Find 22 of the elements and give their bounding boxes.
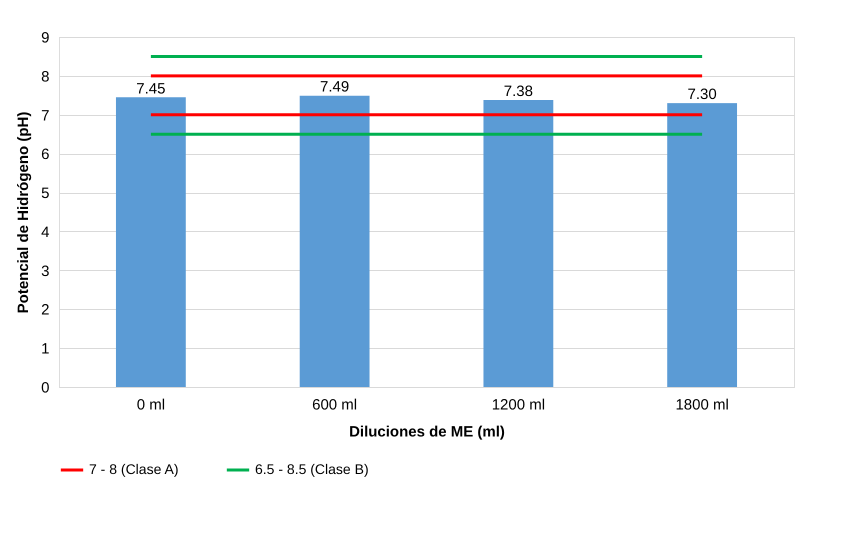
y-tick-label: 3: [41, 262, 50, 280]
y-tick-label: 9: [41, 30, 50, 46]
data-label: 7.49: [320, 78, 350, 96]
x-tick-label: 600 ml: [312, 396, 358, 414]
legend-label: 7 - 8 (Clase A): [89, 461, 178, 477]
legend-label: 6.5 - 8.5 (Clase B): [255, 461, 369, 477]
x-tick-label: 1800 ml: [675, 396, 729, 414]
y-tick-label: 5: [41, 185, 50, 202]
data-label: 7.38: [504, 83, 533, 100]
x-axis-title: Diluciones de ME (ml): [349, 424, 505, 440]
y-tick-label: 4: [41, 224, 50, 241]
y-axis-title: Potencial de Hidrógeno (pH): [15, 112, 32, 314]
y-tick-label: 0: [41, 380, 50, 396]
data-label: 7.45: [136, 80, 166, 98]
y-tick-label: 1: [41, 340, 50, 358]
y-tick-label: 6: [41, 146, 50, 164]
x-tick-label: 1200 ml: [492, 396, 546, 414]
x-tick-label: 0 ml: [136, 396, 166, 414]
data-label: 7.30: [688, 86, 717, 104]
y-tick-label: 8: [41, 68, 50, 86]
y-tick-label: 2: [41, 302, 50, 319]
y-tick-label: 7: [41, 107, 50, 124]
